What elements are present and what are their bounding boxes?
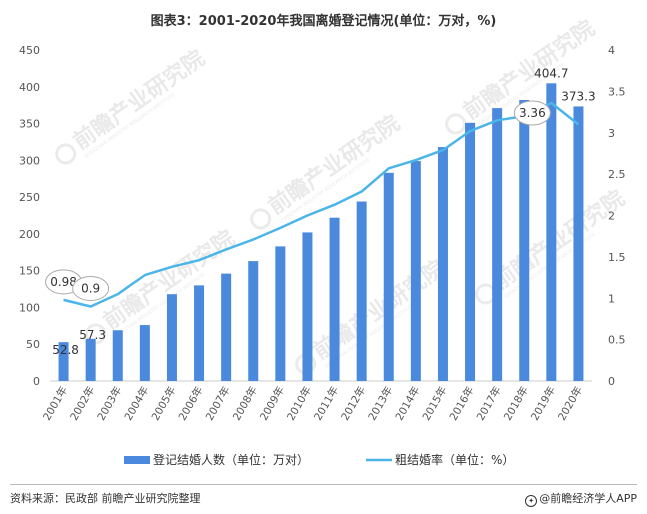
bar	[356, 201, 367, 381]
bar	[248, 261, 259, 381]
line-value-label: 3.36	[519, 106, 546, 120]
line-label-bubble	[513, 100, 551, 126]
y-left-tick-label: 450	[19, 44, 40, 57]
bar	[492, 108, 503, 381]
y-left-tick-label: 200	[19, 228, 40, 241]
watermark-text: 前瞻产业研究院	[264, 110, 405, 220]
line-series	[63, 101, 580, 308]
x-tick-label: 2008年	[230, 384, 260, 423]
bar-value-label: 57.3	[79, 328, 106, 342]
x-tick-label: 2017年	[474, 384, 504, 423]
bar	[166, 294, 177, 381]
y-left-tick-label: 400	[19, 81, 40, 94]
x-tick-label: 2004年	[122, 384, 152, 423]
x-tick-label: 2018年	[501, 384, 531, 423]
y-left-tick-label: 150	[19, 265, 40, 278]
watermark-logo-icon	[445, 113, 467, 135]
x-tick-label: 2020年	[555, 384, 585, 423]
x-tick-label: 2014年	[393, 384, 423, 423]
x-tick-label: 2005年	[149, 384, 179, 423]
y-left-tick-label: 50	[26, 338, 40, 351]
brand-credit: ✦ @前瞻经济学人APP	[525, 490, 637, 507]
brand-logo-icon: ✦	[525, 495, 538, 507]
bar	[437, 147, 448, 381]
y-left-tick-label: 100	[19, 301, 40, 314]
bar	[546, 83, 557, 381]
x-tick-label: 2006年	[176, 384, 206, 423]
x-tick-label: 2013年	[365, 384, 395, 423]
y-right-tick-label: 1	[608, 292, 615, 305]
line-value-label: 0.98	[50, 275, 77, 289]
y-right-tick-label: 4	[608, 44, 615, 57]
y-left-tick-label: 350	[19, 118, 40, 131]
y-left-tick-label: 0	[33, 375, 40, 388]
x-tick-label: 2002年	[67, 384, 97, 423]
bar	[383, 172, 394, 381]
watermark-logo-icon	[55, 143, 77, 165]
bar	[329, 217, 340, 381]
y-right-tick-label: 3.5	[608, 85, 626, 98]
x-tick-label: 2003年	[94, 384, 124, 423]
legend-label-bar: 登记结婚人数（单位：万对）	[153, 452, 309, 467]
bar	[465, 122, 476, 381]
x-tick-label: 2009年	[257, 384, 287, 423]
bar-value-label: 373.3	[561, 89, 595, 103]
x-tick-label: 2001年	[40, 384, 70, 423]
y-right-tick-label: 0	[608, 375, 615, 388]
bar	[221, 273, 232, 381]
x-tick-label: 2019年	[528, 384, 558, 423]
x-tick-label: 2015年	[420, 384, 450, 423]
x-tick-label: 2016年	[447, 384, 477, 423]
footer-divider	[10, 484, 637, 485]
bar	[58, 342, 69, 381]
bar	[139, 325, 150, 381]
y-right-tick-label: 1.5	[608, 251, 626, 264]
bar	[573, 106, 584, 381]
bar-value-label: 52.8	[52, 343, 79, 357]
x-tick-label: 2011年	[311, 384, 341, 423]
line-label-bubble	[72, 276, 110, 302]
bar	[519, 100, 530, 382]
y-right-tick-label: 3	[608, 127, 615, 140]
watermark-text: 前瞻产业研究院	[489, 185, 630, 295]
legend-swatch-bar	[124, 456, 150, 464]
watermark-logo-icon	[250, 208, 272, 230]
bar	[85, 338, 96, 381]
y-right-tick-label: 0.5	[608, 334, 626, 347]
x-tick-label: 2010年	[284, 384, 314, 423]
x-tick-label: 2007年	[203, 384, 233, 423]
bar	[194, 285, 205, 381]
bar	[302, 232, 313, 381]
line-value-label: 0.9	[81, 282, 100, 296]
y-right-tick-label: 2.5	[608, 168, 626, 181]
y-right-tick-label: 2	[608, 210, 615, 223]
y-left-tick-label: 250	[19, 191, 40, 204]
source-note: 资料来源：民政部 前瞻产业研究院整理	[10, 492, 201, 505]
y-left-tick-label: 300	[19, 154, 40, 167]
bar	[275, 246, 286, 381]
chart-title: 图表3：2001-2020年我国离婚登记情况(单位：万对，%)	[150, 14, 497, 29]
x-tick-label: 2012年	[338, 384, 368, 423]
bar-value-label: 404.7	[534, 66, 568, 80]
bar	[112, 330, 123, 381]
bar	[410, 161, 421, 381]
brand-text: @前瞻经济学人APP	[539, 492, 637, 505]
legend-label-line: 粗结婚率（单位：%）	[395, 452, 514, 467]
watermark-text: 前瞻产业研究院	[69, 45, 210, 155]
